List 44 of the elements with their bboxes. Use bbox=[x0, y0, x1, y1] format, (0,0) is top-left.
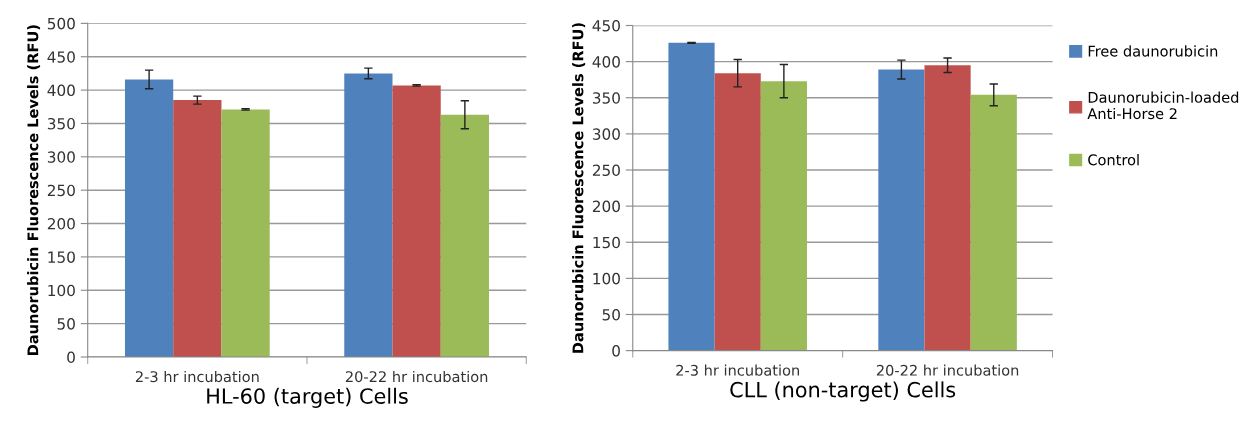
bar bbox=[668, 42, 715, 351]
y-axis-title: Daunorubicin Fluorescence Levels (RFU) bbox=[27, 25, 41, 355]
bar bbox=[344, 73, 393, 357]
y-axis-title: Daunorubicin Fluorescence Levels (RFU) bbox=[572, 23, 586, 353]
bar bbox=[878, 69, 925, 351]
y-tick-label: 100 bbox=[593, 272, 620, 285]
y-tick-label: 250 bbox=[47, 184, 75, 197]
x-tick-label: 2-3 hr incubation bbox=[135, 370, 259, 383]
bar bbox=[392, 85, 441, 357]
x-axis-title: CLL (non-target) Cells bbox=[730, 381, 956, 402]
y-tick-label: 450 bbox=[47, 51, 75, 63]
legend-label: Daunorubicin-loaded Anti-Horse 2 bbox=[1087, 91, 1239, 120]
y-tick-label: 400 bbox=[592, 56, 620, 68]
x-tick-label: 2-3 hr incubation bbox=[676, 364, 799, 376]
bar bbox=[924, 65, 971, 351]
y-tick-label: 50 bbox=[602, 308, 620, 321]
x-tick-label: 20-22 hr incubation bbox=[345, 370, 488, 383]
bar bbox=[173, 100, 222, 357]
y-tick-label: 300 bbox=[592, 128, 620, 140]
y-tick-label: 500 bbox=[47, 17, 75, 30]
bar bbox=[760, 81, 807, 351]
y-tick-label: 350 bbox=[592, 92, 620, 104]
x-axis-title: HL-60 (target) Cells bbox=[207, 387, 408, 408]
y-tick-label: 450 bbox=[592, 19, 620, 32]
y-tick-label: 150 bbox=[593, 236, 620, 249]
y-tick-label: 300 bbox=[47, 151, 75, 163]
y-tick-label: 150 bbox=[48, 251, 75, 263]
bar bbox=[970, 94, 1017, 351]
y-tick-label: 400 bbox=[47, 84, 75, 97]
y-tick-label: 0 bbox=[612, 345, 620, 357]
bar bbox=[440, 114, 489, 357]
bar bbox=[221, 109, 270, 357]
x-tick-label: 20-22 hr incubation bbox=[876, 364, 1019, 376]
y-tick-label: 50 bbox=[57, 318, 75, 330]
bar bbox=[124, 79, 174, 357]
y-tick-label: 350 bbox=[47, 117, 75, 130]
legend-label: Free daunorubicin bbox=[1088, 45, 1218, 57]
legend-label: Control bbox=[1088, 154, 1139, 166]
y-tick-label: 250 bbox=[592, 164, 620, 177]
bar bbox=[714, 73, 761, 351]
y-tick-label: 200 bbox=[592, 200, 620, 213]
y-tick-label: 0 bbox=[67, 351, 75, 364]
y-tick-label: 100 bbox=[48, 284, 75, 297]
y-tick-label: 200 bbox=[47, 218, 75, 230]
